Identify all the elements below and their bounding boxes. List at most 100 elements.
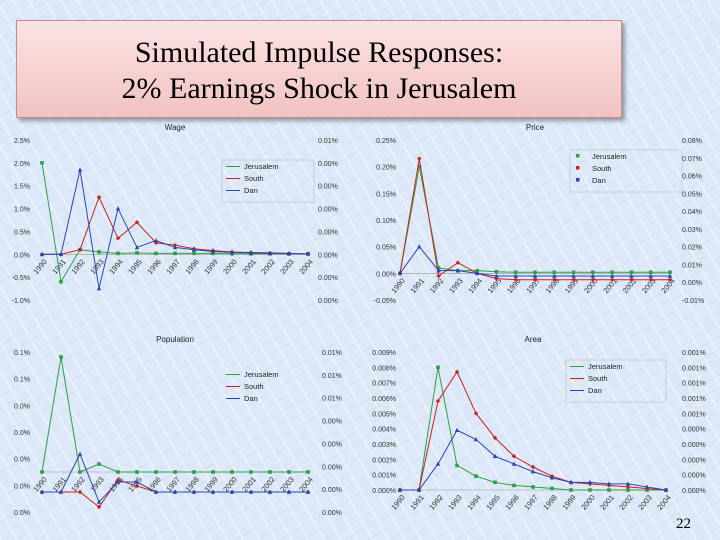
right-tick-label: 0.05% xyxy=(682,191,702,198)
right-tick-label: 0.00% xyxy=(318,298,338,305)
legend-swatch-south xyxy=(576,166,580,170)
right-tick-label: 0.00% xyxy=(318,207,338,214)
x-tick-label: 1993 xyxy=(447,276,465,295)
x-tick-label: 1990 xyxy=(31,257,49,276)
chart-title: Wage xyxy=(165,123,186,132)
legend-label-south: South xyxy=(588,374,608,383)
data-point-jerusalem xyxy=(211,251,215,256)
data-point-jerusalem xyxy=(531,485,535,489)
x-tick-label: 1995 xyxy=(484,493,502,512)
data-point-south xyxy=(417,156,422,161)
right-tick-label: 0.00% xyxy=(318,252,338,259)
data-point-jerusalem xyxy=(40,470,44,474)
data-point-dan xyxy=(492,453,498,459)
data-point-south xyxy=(609,277,615,282)
data-point-south xyxy=(571,277,576,282)
right-tick-label: 0.04% xyxy=(682,209,702,216)
x-tick-label: 2004 xyxy=(659,276,677,295)
left-tick-label: 0.001% xyxy=(372,473,396,480)
data-point-jerusalem xyxy=(591,270,595,275)
data-point-dan xyxy=(267,489,273,494)
data-point-dan xyxy=(39,251,45,257)
data-point-dan xyxy=(153,238,159,243)
x-tick-label: 1997 xyxy=(522,493,540,512)
data-point-dan xyxy=(629,273,634,278)
data-point-jerusalem xyxy=(436,266,441,270)
x-tick-label: 1993 xyxy=(88,257,106,276)
right-tick-label: 0.00% xyxy=(318,184,338,191)
data-point-south xyxy=(667,277,673,282)
x-tick-label: 2000 xyxy=(582,276,600,295)
data-point-south xyxy=(532,277,538,282)
x-tick-label: 1993 xyxy=(446,493,464,512)
x-tick-label: 1997 xyxy=(164,257,182,276)
data-point-south xyxy=(530,464,536,470)
legend-box xyxy=(569,149,683,193)
data-point-dan xyxy=(417,244,422,249)
legend-label-dan: Dan xyxy=(592,176,606,185)
data-point-jerusalem xyxy=(59,279,63,284)
x-tick-label: 1992 xyxy=(427,493,445,512)
data-point-dan xyxy=(609,273,615,278)
data-point-jerusalem xyxy=(249,470,253,474)
data-point-dan xyxy=(172,489,178,494)
data-point-jerusalem xyxy=(287,470,291,474)
left-tick-label: 0.0% xyxy=(14,252,30,259)
data-point-jerusalem xyxy=(135,470,139,474)
data-point-jerusalem xyxy=(417,164,422,169)
left-tick-label: 1.5% xyxy=(14,184,30,191)
data-point-jerusalem xyxy=(610,270,614,275)
data-point-dan xyxy=(530,469,536,474)
legend-label-dan: Dan xyxy=(244,394,258,403)
right-tick-label: 0.00% xyxy=(322,464,342,471)
data-point-dan xyxy=(77,167,83,172)
data-point-dan xyxy=(474,270,480,276)
left-tick-label: 1.0% xyxy=(14,207,30,214)
data-point-south xyxy=(115,236,121,241)
x-tick-label: 2001 xyxy=(601,276,619,295)
data-point-south xyxy=(648,277,653,282)
data-point-dan xyxy=(455,268,461,273)
data-point-jerusalem xyxy=(40,161,44,165)
x-tick-label: 1998 xyxy=(544,276,562,295)
data-point-dan xyxy=(115,206,121,211)
data-point-dan xyxy=(39,489,45,494)
data-point-jerusalem xyxy=(436,365,440,370)
data-point-jerusalem xyxy=(550,486,554,491)
x-tick-label: 1999 xyxy=(202,257,220,276)
data-point-jerusalem xyxy=(493,480,497,485)
data-point-jerusalem xyxy=(588,488,592,492)
data-point-dan xyxy=(134,245,140,250)
data-point-dan xyxy=(648,273,653,278)
data-point-dan xyxy=(663,487,669,492)
data-point-jerusalem xyxy=(569,488,573,492)
left-tick-label: -0.05% xyxy=(374,298,396,305)
slide-title-box: Simulated Impulse Responses: 2% Earnings… xyxy=(16,20,622,118)
x-tick-label: 1994 xyxy=(465,493,483,512)
left-tick-label: 0.009% xyxy=(372,350,396,357)
x-tick-label: 1991 xyxy=(408,493,426,512)
data-point-dan xyxy=(153,489,159,494)
data-point-dan xyxy=(248,250,254,255)
legend-label-jerusalem: Jerusalem xyxy=(588,362,623,371)
left-tick-label: 0.15% xyxy=(376,191,396,198)
legend-label-dan: Dan xyxy=(244,186,258,195)
right-tick-label: 0.000% xyxy=(682,427,706,434)
right-tick-label: 0.01% xyxy=(322,396,342,403)
x-tick-label: 1995 xyxy=(126,257,144,276)
data-point-south xyxy=(511,454,517,459)
data-point-south xyxy=(153,240,159,246)
right-tick-label: 0.07% xyxy=(682,156,702,163)
data-point-jerusalem xyxy=(648,270,653,275)
legend-box xyxy=(565,359,667,403)
x-tick-label: 1998 xyxy=(183,257,201,276)
data-point-jerusalem xyxy=(173,470,177,474)
left-tick-label: 0.00% xyxy=(376,271,396,278)
data-point-dan xyxy=(96,286,102,291)
legend-swatch-dan xyxy=(576,178,580,182)
left-tick-label: 0.006% xyxy=(372,396,396,403)
data-point-dan xyxy=(473,437,479,442)
data-point-south xyxy=(454,369,460,375)
data-point-south xyxy=(552,277,557,282)
left-tick-label: 0.0% xyxy=(14,510,30,517)
